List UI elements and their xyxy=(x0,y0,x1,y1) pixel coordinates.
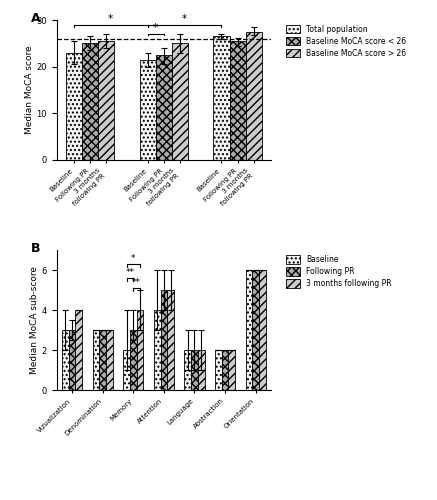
Bar xyxy=(172,44,188,160)
Bar xyxy=(229,41,246,160)
Text: B: B xyxy=(31,242,41,255)
Bar xyxy=(213,36,229,160)
Bar xyxy=(191,350,198,390)
Bar xyxy=(62,330,69,390)
Bar xyxy=(76,310,82,390)
Bar xyxy=(246,32,262,160)
Bar xyxy=(99,330,106,390)
Bar xyxy=(215,350,222,390)
Bar xyxy=(69,330,76,390)
Y-axis label: Median MoCA score: Median MoCA score xyxy=(24,46,34,134)
Bar xyxy=(222,350,229,390)
Bar xyxy=(93,330,99,390)
Text: *: * xyxy=(153,24,158,34)
Legend: Baseline, Following PR, 3 months following PR: Baseline, Following PR, 3 months followi… xyxy=(285,254,392,289)
Bar xyxy=(154,310,160,390)
Bar xyxy=(246,270,252,390)
Bar xyxy=(198,350,205,390)
Y-axis label: Median MoCA sub-score: Median MoCA sub-score xyxy=(30,266,39,374)
Text: **: ** xyxy=(132,278,141,287)
Bar xyxy=(156,55,172,160)
Text: *: * xyxy=(182,14,187,24)
Bar xyxy=(106,330,113,390)
Bar xyxy=(252,270,259,390)
Text: A: A xyxy=(31,12,41,24)
Bar xyxy=(82,44,98,160)
Bar xyxy=(130,330,137,390)
Bar xyxy=(66,52,82,160)
Bar xyxy=(259,270,266,390)
Bar xyxy=(184,350,191,390)
Text: *: * xyxy=(131,254,135,264)
Bar xyxy=(167,290,174,390)
Bar xyxy=(98,41,114,160)
Bar xyxy=(160,290,167,390)
Text: **: ** xyxy=(125,268,135,278)
Bar xyxy=(123,350,130,390)
Text: *: * xyxy=(108,14,113,24)
Legend: Total population, Baseline MoCA score < 26, Baseline MoCA score > 26: Total population, Baseline MoCA score < … xyxy=(285,24,407,58)
Bar xyxy=(137,310,143,390)
Bar xyxy=(229,350,235,390)
Bar xyxy=(139,60,156,160)
